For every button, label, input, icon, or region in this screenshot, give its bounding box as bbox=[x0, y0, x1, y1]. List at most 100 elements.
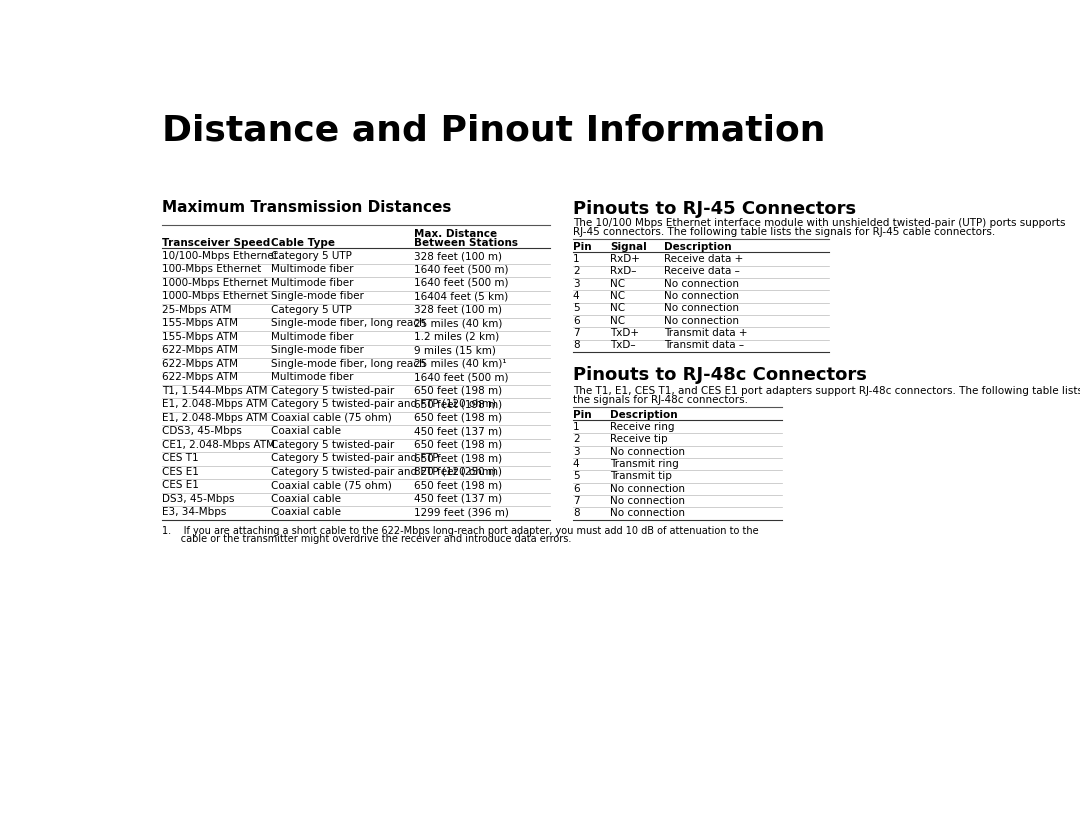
Text: 1640 feet (500 m): 1640 feet (500 m) bbox=[414, 264, 509, 274]
Text: CE1, 2.048-Mbps ATM: CE1, 2.048-Mbps ATM bbox=[162, 440, 275, 450]
Text: NC: NC bbox=[610, 279, 625, 289]
Text: Signal: Signal bbox=[610, 242, 647, 252]
Text: Coaxial cable (75 ohm): Coaxial cable (75 ohm) bbox=[271, 480, 391, 490]
Text: No connection: No connection bbox=[664, 279, 740, 289]
Text: Multimode fiber: Multimode fiber bbox=[271, 372, 353, 382]
Text: Multimode fiber: Multimode fiber bbox=[271, 332, 353, 342]
Text: DS3, 45-Mbps: DS3, 45-Mbps bbox=[162, 494, 234, 504]
Text: 5: 5 bbox=[572, 471, 580, 481]
Text: CES E1: CES E1 bbox=[162, 466, 199, 476]
Text: Description: Description bbox=[664, 242, 732, 252]
Text: TxD+: TxD+ bbox=[610, 328, 639, 338]
Text: 7: 7 bbox=[572, 328, 580, 338]
Text: 3: 3 bbox=[572, 446, 580, 456]
Text: CES E1: CES E1 bbox=[162, 480, 199, 490]
Text: 1000-Mbps Ethernet: 1000-Mbps Ethernet bbox=[162, 278, 268, 288]
Text: RxD–: RxD– bbox=[610, 266, 636, 276]
Text: 1640 feet (500 m): 1640 feet (500 m) bbox=[414, 278, 509, 288]
Text: 650 feet (198 m): 650 feet (198 m) bbox=[414, 440, 502, 450]
Text: 100-Mbps Ethernet: 100-Mbps Ethernet bbox=[162, 264, 261, 274]
Text: Transmit data +: Transmit data + bbox=[664, 328, 747, 338]
Text: 5: 5 bbox=[572, 304, 580, 314]
Text: 4: 4 bbox=[572, 459, 580, 469]
Text: 4: 4 bbox=[572, 291, 580, 301]
Text: 6: 6 bbox=[572, 316, 580, 326]
Text: 155-Mbps ATM: 155-Mbps ATM bbox=[162, 332, 238, 342]
Text: 25 miles (40 km)¹: 25 miles (40 km)¹ bbox=[414, 359, 507, 369]
Text: Transceiver Speed: Transceiver Speed bbox=[162, 238, 270, 248]
Text: 2: 2 bbox=[572, 435, 580, 445]
Text: 622-Mbps ATM: 622-Mbps ATM bbox=[162, 345, 238, 355]
Text: No connection: No connection bbox=[664, 304, 740, 314]
Text: RJ-45 connectors. The following table lists the signals for RJ-45 cable connecto: RJ-45 connectors. The following table li… bbox=[572, 227, 995, 237]
Text: 650 feet (198 m): 650 feet (198 m) bbox=[414, 480, 502, 490]
Text: RxD+: RxD+ bbox=[610, 254, 640, 264]
Text: Single-mode fiber: Single-mode fiber bbox=[271, 345, 364, 355]
Text: 622-Mbps ATM: 622-Mbps ATM bbox=[162, 372, 238, 382]
Text: Single-mode fiber: Single-mode fiber bbox=[271, 291, 364, 301]
Text: Pinouts to RJ-48c Connectors: Pinouts to RJ-48c Connectors bbox=[572, 366, 867, 384]
Text: No connection: No connection bbox=[610, 508, 685, 518]
Text: Receive data –: Receive data – bbox=[664, 266, 740, 276]
Text: NC: NC bbox=[610, 316, 625, 326]
Text: 155-Mbps ATM: 155-Mbps ATM bbox=[162, 319, 238, 329]
Text: Pinouts to RJ-45 Connectors: Pinouts to RJ-45 Connectors bbox=[572, 200, 856, 219]
Text: 1: 1 bbox=[572, 254, 580, 264]
Text: Single-mode fiber, long reach: Single-mode fiber, long reach bbox=[271, 359, 426, 369]
Text: 2: 2 bbox=[572, 266, 580, 276]
Text: Transmit ring: Transmit ring bbox=[610, 459, 679, 469]
Text: Cable Type: Cable Type bbox=[271, 238, 335, 248]
Text: Between Stations: Between Stations bbox=[414, 238, 518, 248]
Text: E3, 34-Mbps: E3, 34-Mbps bbox=[162, 507, 227, 517]
Text: The 10/100 Mbps Ethernet interface module with unshielded twisted-pair (UTP) por: The 10/100 Mbps Ethernet interface modul… bbox=[572, 218, 1065, 228]
Text: Receive ring: Receive ring bbox=[610, 422, 675, 432]
Text: No connection: No connection bbox=[610, 446, 685, 456]
Text: Category 5 UTP: Category 5 UTP bbox=[271, 251, 351, 261]
Text: Coaxial cable: Coaxial cable bbox=[271, 507, 340, 517]
Text: Category 5 twisted-pair: Category 5 twisted-pair bbox=[271, 440, 394, 450]
Text: 1299 feet (396 m): 1299 feet (396 m) bbox=[414, 507, 509, 517]
Text: Maximum Transmission Distances: Maximum Transmission Distances bbox=[162, 200, 451, 215]
Text: Coaxial cable: Coaxial cable bbox=[271, 494, 340, 504]
Text: Distance and Pinout Information: Distance and Pinout Information bbox=[162, 114, 825, 148]
Text: 1000-Mbps Ethernet: 1000-Mbps Ethernet bbox=[162, 291, 268, 301]
Text: 1640 feet (500 m): 1640 feet (500 m) bbox=[414, 372, 509, 382]
Text: Receive data +: Receive data + bbox=[664, 254, 743, 264]
Text: T1, 1.544-Mbps ATM: T1, 1.544-Mbps ATM bbox=[162, 386, 268, 396]
Text: 8: 8 bbox=[572, 340, 580, 350]
Text: 328 feet (100 m): 328 feet (100 m) bbox=[414, 305, 502, 315]
Text: 9 miles (15 km): 9 miles (15 km) bbox=[414, 345, 496, 355]
Text: 6: 6 bbox=[572, 484, 580, 494]
Text: Coaxial cable (75 ohm): Coaxial cable (75 ohm) bbox=[271, 413, 391, 423]
Text: E1, 2.048-Mbps ATM: E1, 2.048-Mbps ATM bbox=[162, 413, 268, 423]
Text: the signals for RJ-48c connectors.: the signals for RJ-48c connectors. bbox=[572, 395, 747, 405]
Text: cable or the transmitter might overdrive the receiver and introduce data errors.: cable or the transmitter might overdrive… bbox=[162, 535, 571, 545]
Text: 622-Mbps ATM: 622-Mbps ATM bbox=[162, 359, 238, 369]
Text: No connection: No connection bbox=[664, 316, 740, 326]
Text: NC: NC bbox=[610, 291, 625, 301]
Text: Pin: Pin bbox=[572, 409, 592, 420]
Text: Category 5 twisted-pair and FTP (120 ohm): Category 5 twisted-pair and FTP (120 ohm… bbox=[271, 399, 496, 409]
Text: No connection: No connection bbox=[610, 496, 685, 506]
Text: 7: 7 bbox=[572, 496, 580, 506]
Text: 10/100-Mbps Ethernet: 10/100-Mbps Ethernet bbox=[162, 251, 278, 261]
Text: Category 5 UTP: Category 5 UTP bbox=[271, 305, 351, 315]
Text: 450 feet (137 m): 450 feet (137 m) bbox=[414, 426, 502, 436]
Text: 650 feet (198 m): 650 feet (198 m) bbox=[414, 399, 502, 409]
Text: 25-Mbps ATM: 25-Mbps ATM bbox=[162, 305, 231, 315]
Text: 3: 3 bbox=[572, 279, 580, 289]
Text: No connection: No connection bbox=[664, 291, 740, 301]
Text: 450 feet (137 m): 450 feet (137 m) bbox=[414, 494, 502, 504]
Text: Category 5 twisted-pair and FTP (120 ohm): Category 5 twisted-pair and FTP (120 ohm… bbox=[271, 466, 496, 476]
Text: Category 5 twisted-pair and FTP: Category 5 twisted-pair and FTP bbox=[271, 453, 438, 463]
Text: 1.    If you are attaching a short cable to the 622-Mbps long-reach port adapter: 1. If you are attaching a short cable to… bbox=[162, 526, 759, 536]
Text: 1: 1 bbox=[572, 422, 580, 432]
Text: No connection: No connection bbox=[610, 484, 685, 494]
Text: Multimode fiber: Multimode fiber bbox=[271, 278, 353, 288]
Text: Single-mode fiber, long reach: Single-mode fiber, long reach bbox=[271, 319, 426, 329]
Text: 328 feet (100 m): 328 feet (100 m) bbox=[414, 251, 502, 261]
Text: E1, 2.048-Mbps ATM: E1, 2.048-Mbps ATM bbox=[162, 399, 268, 409]
Text: 650 feet (198 m): 650 feet (198 m) bbox=[414, 386, 502, 396]
Text: 8: 8 bbox=[572, 508, 580, 518]
Text: Category 5 twisted-pair: Category 5 twisted-pair bbox=[271, 386, 394, 396]
